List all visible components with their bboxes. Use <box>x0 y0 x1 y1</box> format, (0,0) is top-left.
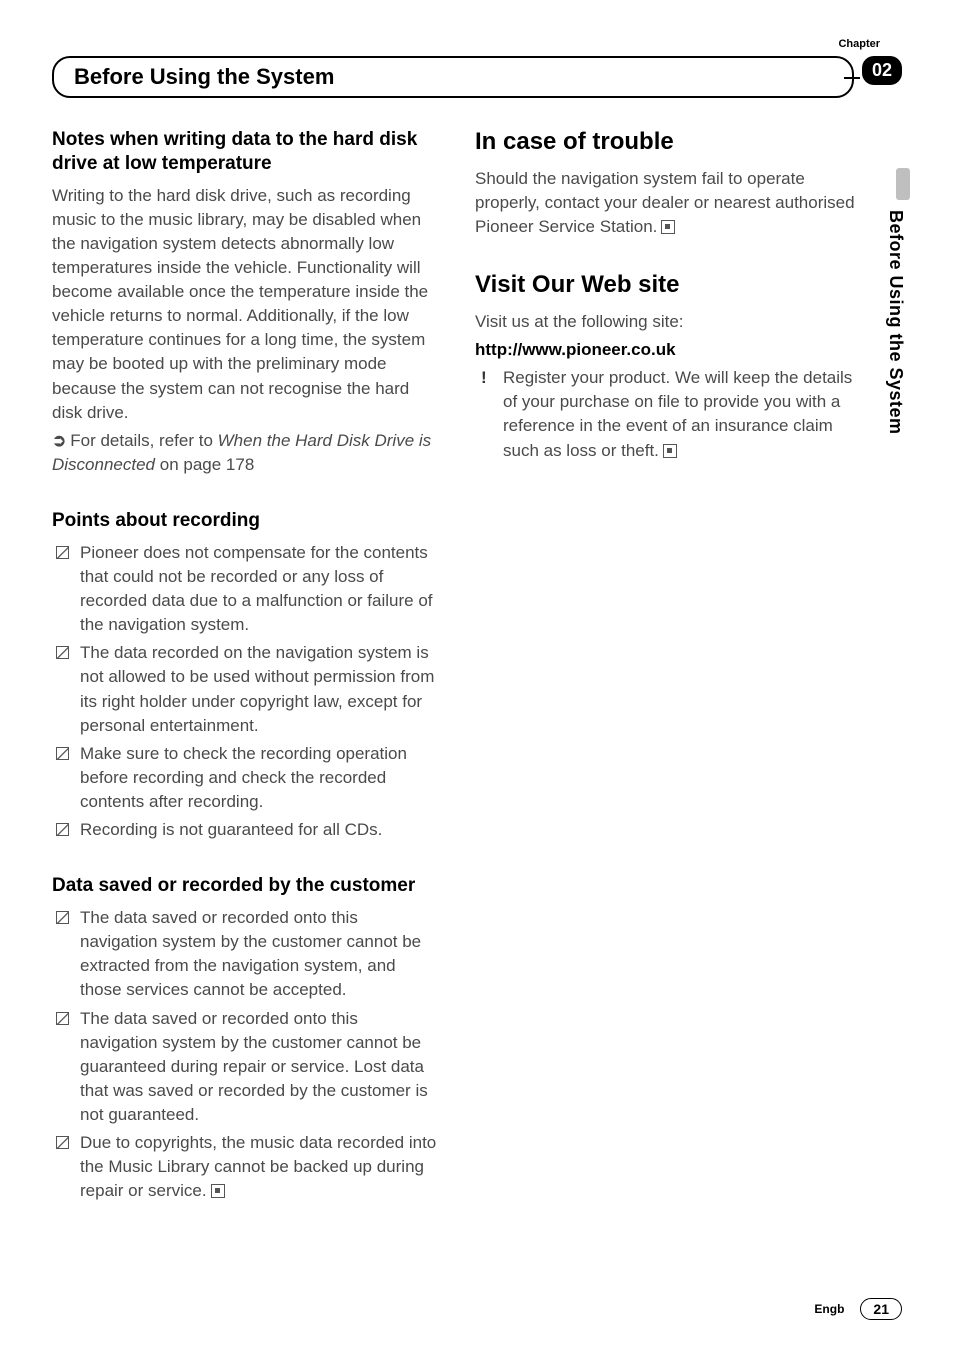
crossref-icon: ➲ <box>52 429 66 453</box>
section-low-temp: Notes when writing data to the hard disk… <box>52 128 437 477</box>
body-low-temp: Writing to the hard disk drive, such as … <box>52 184 437 425</box>
page-footer: Engb 21 <box>814 1298 902 1320</box>
list-item: The data saved or recorded onto this nav… <box>52 906 437 1003</box>
section-website: Visit Our Web site Visit us at the follo… <box>475 271 860 463</box>
list-item: Register your product. We will keep the … <box>475 366 860 463</box>
section-recording-points: Points about recording Pioneer does not … <box>52 509 437 842</box>
list-data-saved: The data saved or recorded onto this nav… <box>52 906 437 1204</box>
website-intro: Visit us at the following site: <box>475 310 860 334</box>
heading-data-saved: Data saved or recorded by the customer <box>52 874 437 898</box>
list-item: Pioneer does not compensate for the cont… <box>52 541 437 638</box>
heading-low-temp: Notes when writing data to the hard disk… <box>52 128 437 176</box>
website-url: http://www.pioneer.co.uk <box>475 338 860 362</box>
right-column: In case of trouble Should the navigation… <box>475 128 860 1236</box>
section-end-icon <box>663 444 677 458</box>
section-end-icon <box>211 1184 225 1198</box>
list-item: The data saved or recorded onto this nav… <box>52 1007 437 1128</box>
footer-page-number: 21 <box>860 1298 902 1320</box>
page-header-title: Before Using the System <box>74 64 334 89</box>
heading-trouble: In case of trouble <box>475 128 860 157</box>
section-end-icon <box>661 220 675 234</box>
list-recording-points: Pioneer does not compensate for the cont… <box>52 541 437 843</box>
list-item: Recording is not guaranteed for all CDs. <box>52 818 437 842</box>
heading-recording-points: Points about recording <box>52 509 437 533</box>
heading-website: Visit Our Web site <box>475 271 860 300</box>
list-item-text: Register your product. We will keep the … <box>503 368 852 459</box>
list-website: Register your product. We will keep the … <box>475 366 860 463</box>
crossref-low-temp: ➲For details, refer to When the Hard Dis… <box>52 429 437 477</box>
page-header-tab: Before Using the System <box>52 56 854 98</box>
crossref-prefix: For details, refer to <box>70 431 217 450</box>
list-item: The data recorded on the navigation syst… <box>52 641 437 738</box>
left-column: Notes when writing data to the hard disk… <box>52 128 437 1236</box>
page-container: Chapter 02 Before Using the System Befor… <box>0 0 954 1352</box>
list-item: Make sure to check the recording operati… <box>52 742 437 814</box>
body-trouble: Should the navigation system fail to ope… <box>475 167 860 239</box>
side-tab-marker <box>896 168 910 200</box>
chapter-label: Chapter <box>838 38 880 50</box>
list-item: Due to copyrights, the music data record… <box>52 1131 437 1203</box>
crossref-suffix: on page 178 <box>155 455 254 474</box>
list-item-text: Due to copyrights, the music data record… <box>80 1133 436 1200</box>
section-data-saved: Data saved or recorded by the customer T… <box>52 874 437 1203</box>
content-columns: Notes when writing data to the hard disk… <box>52 128 860 1236</box>
section-trouble: In case of trouble Should the navigation… <box>475 128 860 239</box>
footer-language: Engb <box>814 1302 844 1316</box>
chapter-number-badge: 02 <box>862 56 902 85</box>
side-tab-text: Before Using the System <box>885 210 906 435</box>
